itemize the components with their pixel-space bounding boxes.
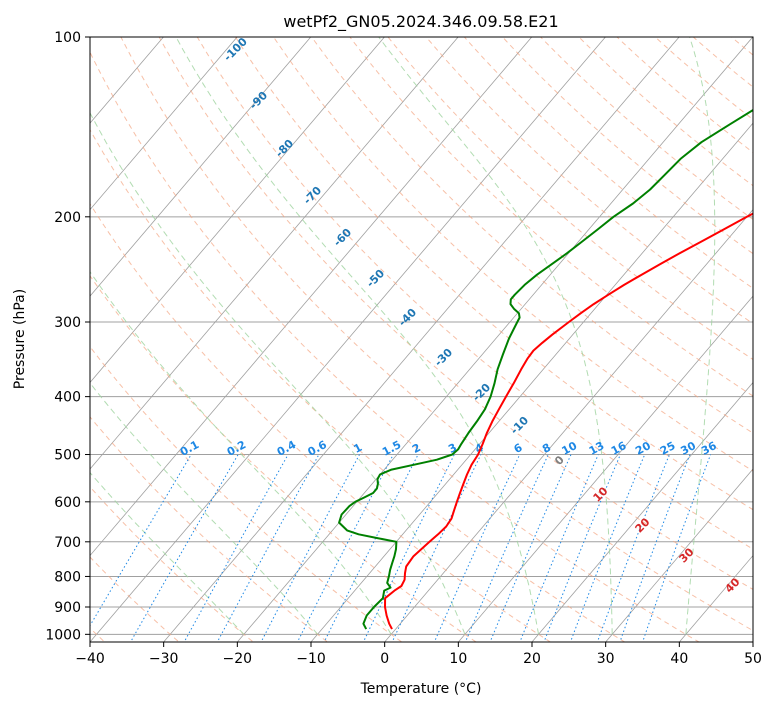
mixing-ratio-line <box>489 454 572 642</box>
x-tick-label: 50 <box>744 651 762 667</box>
y-tick-label: 700 <box>54 535 81 551</box>
mixing-ratio-label: 25 <box>658 439 678 458</box>
mixing-ratio-line <box>543 454 621 642</box>
x-tick-label: −20 <box>223 651 253 667</box>
dry-adiabat-line <box>90 51 700 642</box>
profile-layer <box>338 108 753 630</box>
isotherm-line <box>236 37 753 642</box>
dry-adiabat-line <box>90 128 626 642</box>
mixing-ratio-line <box>183 454 289 642</box>
x-tick-label: 30 <box>597 651 615 667</box>
mixing-ratio-line <box>433 454 521 642</box>
moist-adiabat-line <box>90 270 392 635</box>
y-tick-label: 100 <box>54 30 81 46</box>
y-axis-label: Pressure (hPa) <box>12 289 28 389</box>
mixing-ratio-line <box>130 454 239 642</box>
isotherm-line <box>90 37 606 642</box>
dry-adiabat-line <box>120 37 753 632</box>
dry-adiabat-line <box>90 274 477 642</box>
x-tick-label: 20 <box>523 651 541 667</box>
x-tick-label: 0 <box>380 651 389 667</box>
mixing-ratio-line <box>90 454 192 627</box>
tick-layer: −40 −30 −20 −10 0 10 20 30 40 50 1000 900 800 700 600 5… <box>45 30 762 667</box>
dry-adiabat-line <box>387 37 753 361</box>
y-tick-label: 400 <box>54 390 81 406</box>
mixing-ratio-label: 10 <box>560 439 580 458</box>
isotherm-line <box>384 209 753 642</box>
y-tick-label: 1000 <box>45 627 81 643</box>
dry-adiabat-line <box>425 37 753 325</box>
x-tick-label: 40 <box>670 651 688 667</box>
mixing-ratio-label: 30 <box>678 439 698 458</box>
mixing-ratio-line <box>464 454 549 642</box>
mixing-ratio-line <box>391 454 482 642</box>
x-tick-label: −30 <box>149 651 179 667</box>
moist-adiabat-line <box>90 382 318 635</box>
mixing-ratio-line <box>260 454 360 642</box>
moist-adiabat-line <box>90 471 245 635</box>
dry-adiabat-line <box>463 37 753 289</box>
dry-adiabat-line <box>272 37 753 472</box>
x-axis-label: Temperature (°C) <box>360 681 482 697</box>
dry-adiabat-line <box>196 37 753 550</box>
mixing-ratio-label: 20 <box>633 439 653 458</box>
background-line-layer <box>90 37 753 642</box>
temperature-profile-line <box>384 212 753 630</box>
dewpoint-profile-line <box>338 108 753 630</box>
isotherm-line <box>90 37 533 557</box>
x-tick-label: −40 <box>75 651 105 667</box>
isotherm-line <box>90 37 164 124</box>
isotherm-line <box>457 295 753 642</box>
isotherm-line <box>90 37 312 297</box>
y-tick-label: 600 <box>54 495 81 511</box>
isotherm-line <box>90 37 459 470</box>
mixing-ratio-label: 13 <box>587 439 607 458</box>
y-tick-label: 300 <box>54 315 81 331</box>
mixing-ratio-label: 36 <box>699 439 719 458</box>
mixing-ratio-line <box>569 454 646 642</box>
y-tick-label: 200 <box>54 210 81 226</box>
y-tick-label: 800 <box>54 569 81 585</box>
dry-adiabat-line <box>616 37 753 154</box>
y-tick-label: 900 <box>54 600 81 616</box>
moist-adiabat-line <box>90 111 466 635</box>
isotherm-line <box>531 381 753 642</box>
dry-adiabat-line <box>311 37 753 434</box>
isotherm-line <box>605 468 753 642</box>
isotherm-line <box>90 37 238 211</box>
chart-title: wetPf2_GN05.2024.346.09.58.E21 <box>283 12 558 32</box>
x-tick-label: 10 <box>449 651 467 667</box>
mixing-ratio-label: 16 <box>609 439 629 458</box>
dry-adiabat-line <box>501 37 753 255</box>
dry-adiabat-line <box>90 202 552 642</box>
dry-adiabat-line <box>158 37 753 590</box>
plot-frame <box>89 36 754 643</box>
isotherm-line <box>310 122 753 642</box>
moist-adiabat-line <box>175 37 539 635</box>
mixing-ratio-line <box>216 454 320 642</box>
dry-adiabat-line <box>90 416 329 642</box>
dry-adiabat-line <box>90 345 403 642</box>
dry-adiabat-line <box>654 37 753 121</box>
moist-adiabat-line <box>685 37 716 635</box>
isotherm-line <box>163 37 680 642</box>
dry-adiabat-line <box>349 37 753 397</box>
moist-adiabat-line <box>378 37 613 635</box>
isotherm-line <box>90 37 385 384</box>
y-tick-label: 500 <box>54 448 81 464</box>
x-tick-label: −10 <box>296 651 326 667</box>
